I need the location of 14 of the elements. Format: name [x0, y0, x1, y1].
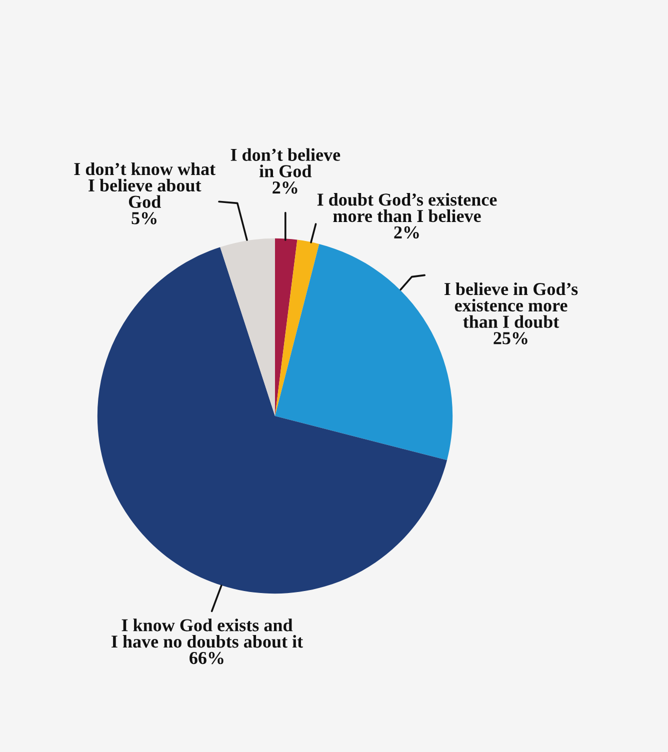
pie-slice: [275, 244, 453, 460]
pie-slice: [275, 238, 298, 416]
slice-label: I don’t believe in God: [230, 148, 340, 178]
data-label: 25%: [494, 332, 528, 344]
pie-slice: [220, 238, 275, 416]
data-label: 2%: [394, 226, 419, 239]
data-label: 2%: [272, 182, 298, 194]
data-label: 66%: [190, 652, 224, 664]
slice-label: I don’t know what I believe about God: [74, 162, 216, 208]
slice-label: I doubt God’s existence more than I believe: [317, 193, 497, 222]
slice-label: I believe in God’s existence more than I doubt: [444, 282, 578, 328]
pie-slice: [275, 240, 320, 416]
slice-label: I know God exists and I have no doubts about it: [112, 618, 303, 648]
data-label: 5%: [132, 212, 156, 224]
